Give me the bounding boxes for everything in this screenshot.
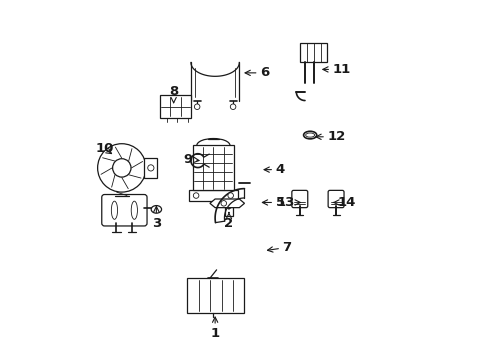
Circle shape — [98, 144, 146, 192]
Polygon shape — [223, 194, 234, 209]
Ellipse shape — [303, 131, 316, 139]
Text: 7: 7 — [267, 241, 291, 254]
Text: 5: 5 — [262, 196, 284, 209]
Text: 2: 2 — [224, 212, 233, 230]
Circle shape — [221, 201, 226, 206]
Bar — [187, 279, 244, 313]
Bar — [299, 44, 327, 63]
Text: 14: 14 — [333, 196, 355, 209]
FancyBboxPatch shape — [291, 190, 307, 208]
Text: 3: 3 — [151, 207, 161, 230]
Bar — [224, 202, 233, 216]
Bar — [144, 158, 157, 177]
Circle shape — [227, 193, 233, 198]
Text: 13: 13 — [276, 196, 300, 209]
Bar — [192, 145, 234, 190]
FancyBboxPatch shape — [327, 190, 344, 208]
Bar — [160, 95, 190, 118]
Text: 12: 12 — [315, 130, 345, 143]
Circle shape — [230, 104, 235, 109]
Ellipse shape — [111, 201, 117, 219]
Circle shape — [147, 165, 154, 171]
Circle shape — [194, 104, 200, 109]
Ellipse shape — [131, 201, 137, 219]
Text: 11: 11 — [322, 63, 350, 76]
Circle shape — [193, 193, 199, 198]
Ellipse shape — [151, 206, 161, 213]
Bar — [189, 190, 237, 201]
Text: 4: 4 — [264, 163, 285, 176]
Polygon shape — [209, 199, 244, 208]
Ellipse shape — [305, 133, 314, 137]
FancyBboxPatch shape — [102, 194, 147, 226]
Text: 8: 8 — [169, 85, 178, 103]
Circle shape — [112, 159, 131, 177]
Text: 1: 1 — [210, 317, 219, 340]
Text: 10: 10 — [95, 143, 114, 156]
Text: 6: 6 — [244, 66, 269, 79]
Text: 9: 9 — [183, 153, 199, 166]
